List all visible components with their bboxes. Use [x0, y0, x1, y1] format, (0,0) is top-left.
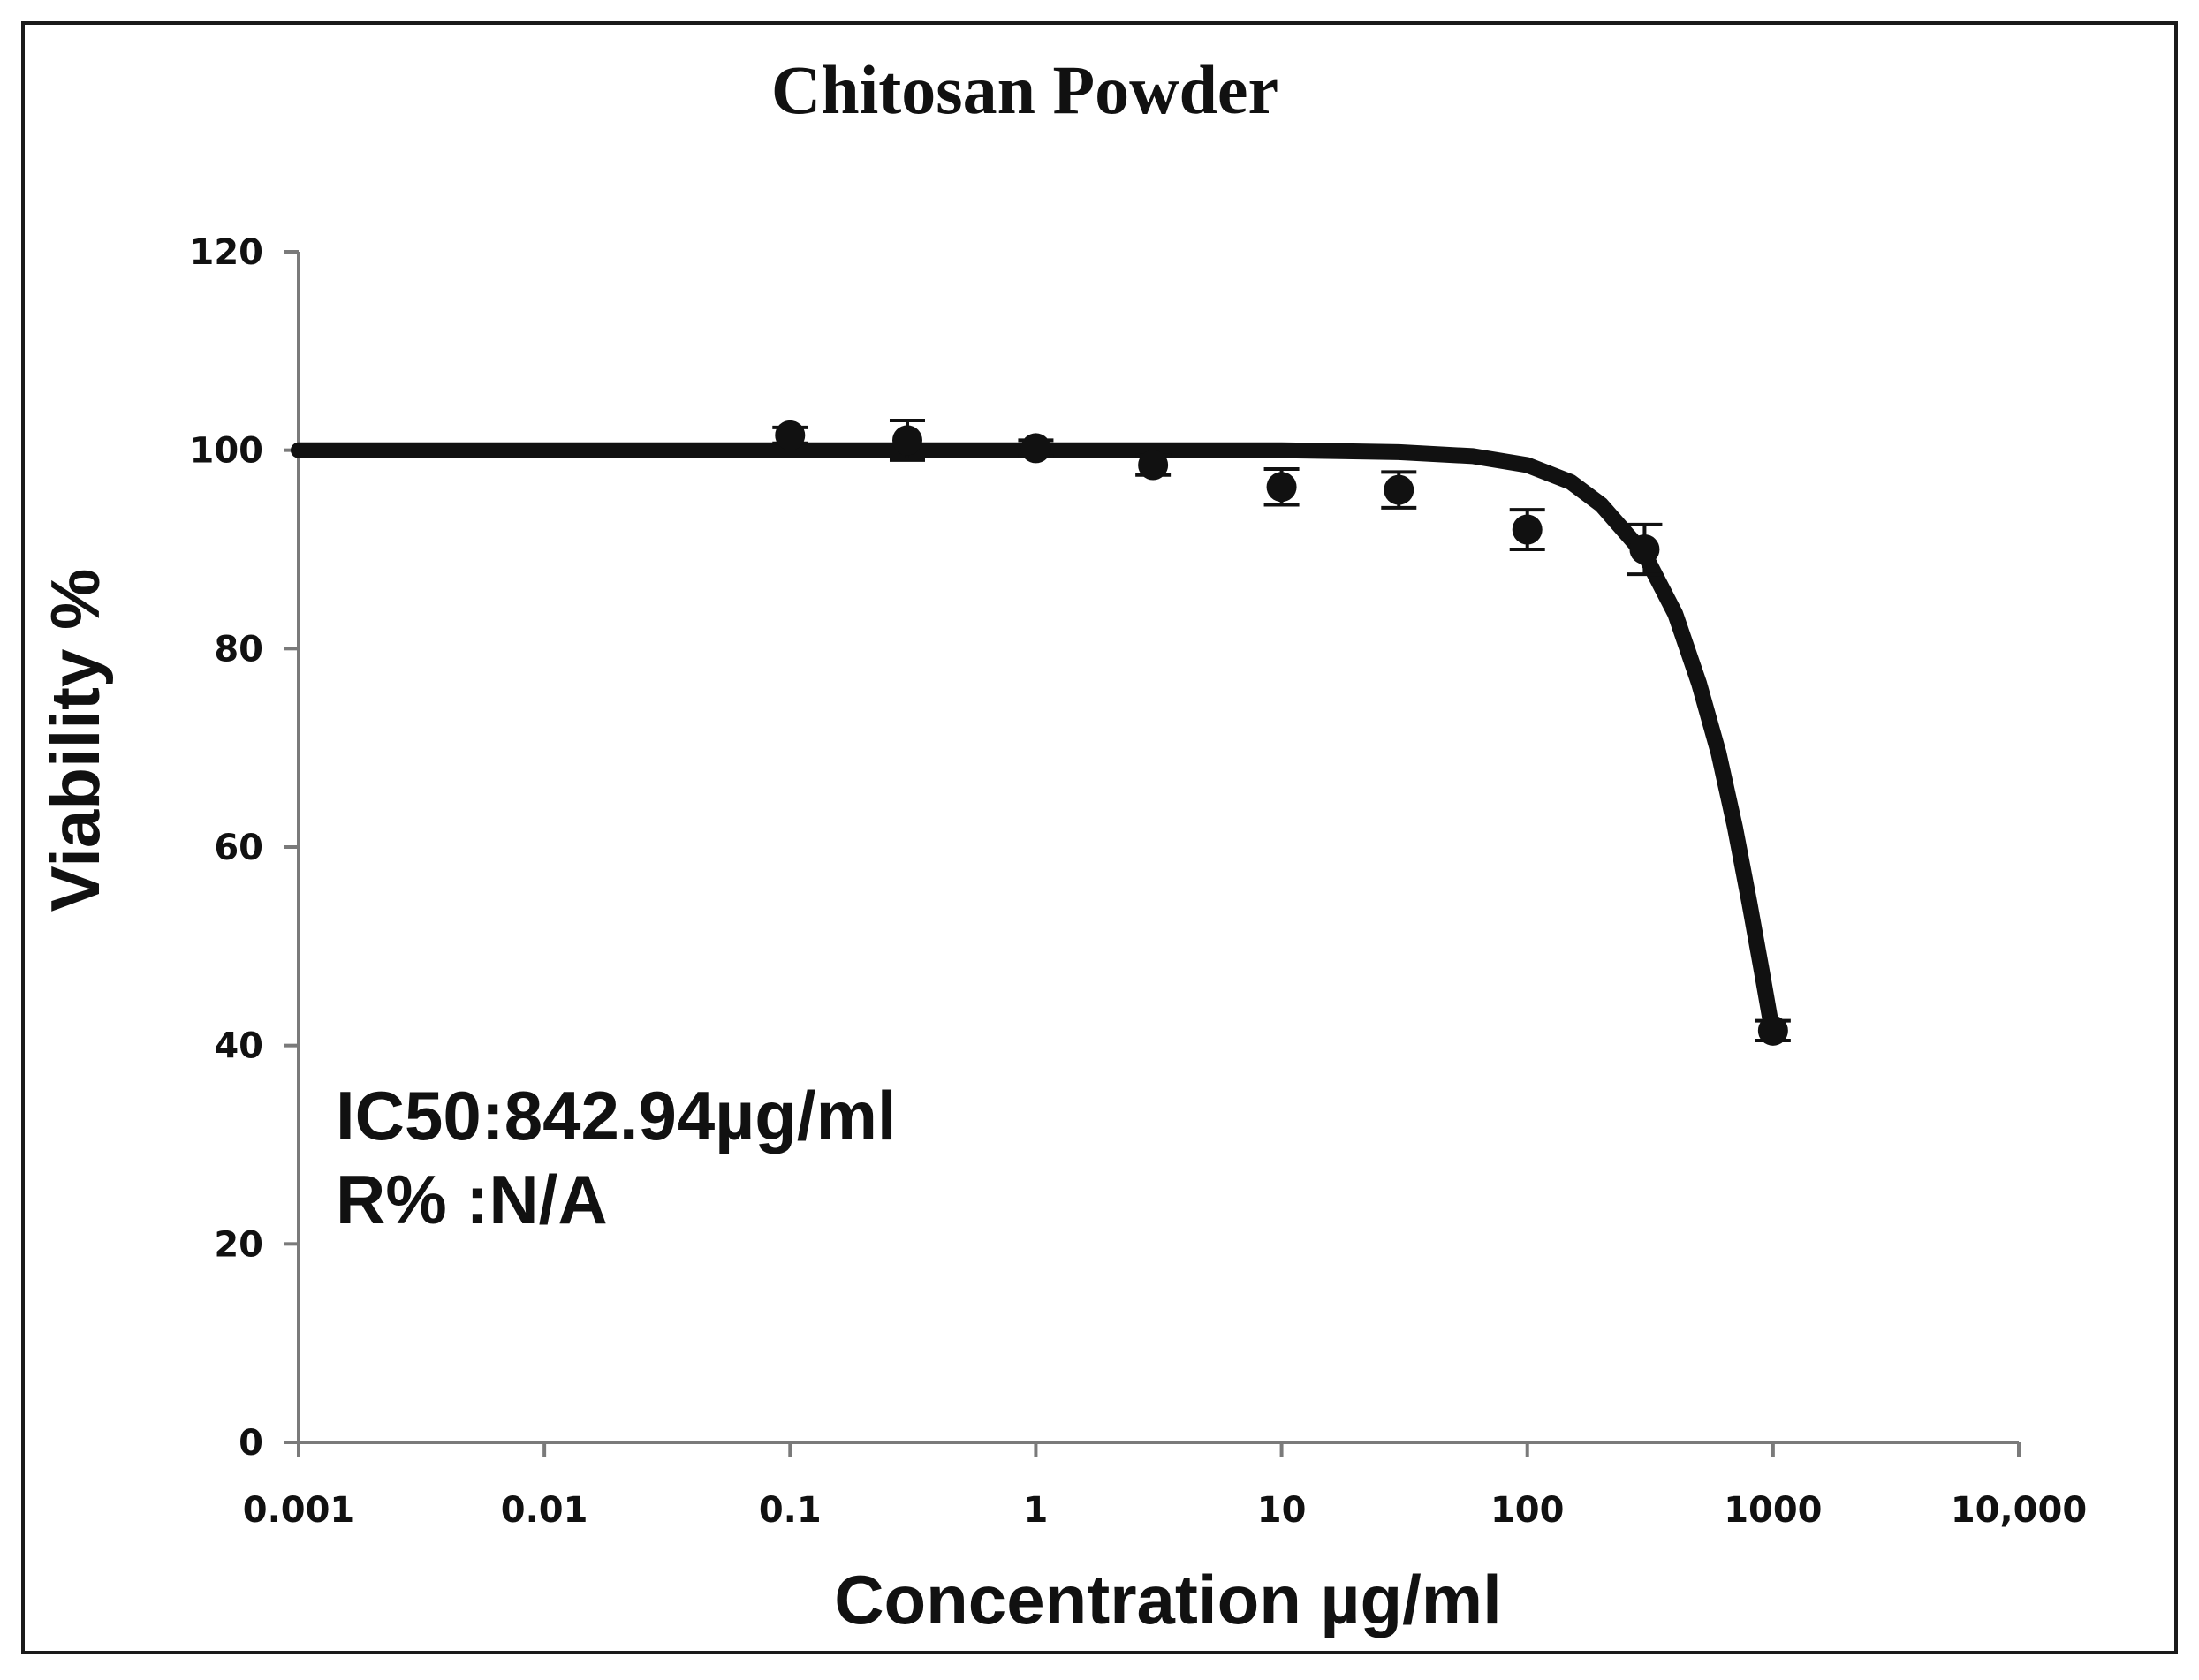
y-tick-label: 80	[214, 629, 263, 670]
x-tick-label: 0.1	[759, 1490, 822, 1531]
y-tick-label: 40	[214, 1026, 263, 1067]
y-tick-label: 60	[214, 828, 263, 868]
data-point	[1381, 470, 1417, 510]
data-point-marker	[1384, 474, 1414, 505]
x-tick-label: 100	[1490, 1490, 1565, 1531]
data-point	[1263, 467, 1300, 507]
data-point	[1018, 433, 1054, 464]
y-tick-label: 20	[214, 1224, 263, 1265]
data-point	[889, 418, 925, 462]
chart-title: Chitosan Powder	[771, 51, 1278, 128]
data-point	[772, 420, 808, 450]
data-point-marker	[1138, 450, 1169, 481]
data-point-marker	[775, 420, 806, 450]
figure-border	[21, 21, 2178, 1654]
annotation-ic50: IC50:842.94µg/ml	[336, 1077, 897, 1154]
x-tick-label: 10	[1257, 1490, 1307, 1531]
y-tick-label: 120	[190, 232, 264, 273]
x-tick-label: 0.001	[243, 1490, 355, 1531]
data-point-marker	[1020, 433, 1051, 464]
x-tick-label: 1	[1024, 1490, 1049, 1531]
y-tick-label: 0	[239, 1423, 263, 1464]
y-tick-label: 100	[190, 431, 264, 472]
data-point	[1755, 1015, 1791, 1046]
data-point	[1627, 522, 1663, 577]
data-point-marker	[1512, 514, 1543, 545]
data-point-marker	[891, 425, 922, 456]
data-point-marker	[1266, 472, 1297, 503]
data-point-marker	[1629, 534, 1660, 564]
x-tick-label: 0.01	[501, 1490, 588, 1531]
annotation-r-percent: R% :N/A	[336, 1161, 608, 1238]
fit-curve	[291, 442, 1781, 1044]
data-points-layer	[772, 418, 1791, 1046]
x-tick-label: 1000	[1724, 1490, 1822, 1531]
data-point-marker	[1757, 1015, 1788, 1046]
x-tick-label: 10,000	[1951, 1490, 2087, 1531]
fit-curve-layer	[291, 442, 1781, 1044]
y-axis-label: Viability %	[36, 569, 114, 912]
data-point	[1509, 508, 1545, 551]
axes: 0.001 0.01 0.1 1 10 100 1000 10,000 0 20 40 60 80 100…	[190, 232, 2088, 1531]
data-point	[1135, 450, 1172, 481]
x-axis-label: Concentration µg/ml	[834, 1561, 1502, 1638]
